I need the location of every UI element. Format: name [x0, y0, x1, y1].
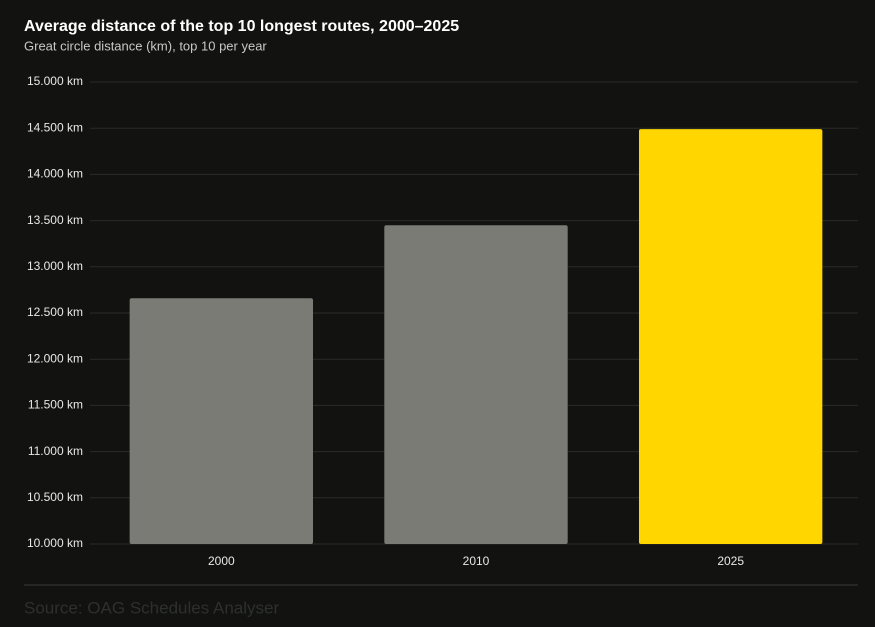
y-tick-label: 11.000 km: [28, 444, 83, 458]
y-tick-label: 13.000 km: [27, 259, 83, 273]
y-tick-label: 10.000 km: [27, 536, 83, 550]
source: Source: OAG Schedules Analyser: [24, 598, 279, 617]
x-tick-label: 2000: [208, 554, 235, 568]
x-tick-label: 2010: [463, 554, 490, 568]
y-tick-label: 14.500 km: [27, 120, 83, 134]
chart-subtitle: Great circle distance (km), top 10 per y…: [24, 38, 267, 53]
y-tick-label: 13.500 km: [27, 213, 83, 227]
bar: [129, 298, 314, 544]
bar: [384, 225, 568, 544]
y-tick-label: 10.500 km: [27, 490, 83, 504]
y-tick-label: 15.000 km: [27, 74, 83, 88]
bar: [638, 129, 823, 544]
y-tick-label: 12.000 km: [27, 351, 83, 365]
chart-title: Average distance of the top 10 longest r…: [24, 18, 459, 35]
x-tick-label: 2025: [717, 554, 744, 568]
y-tick-label: 12.500 km: [27, 305, 83, 319]
y-tick-label: 14.000 km: [27, 167, 83, 181]
y-tick-label: 11.500 km: [28, 398, 83, 412]
